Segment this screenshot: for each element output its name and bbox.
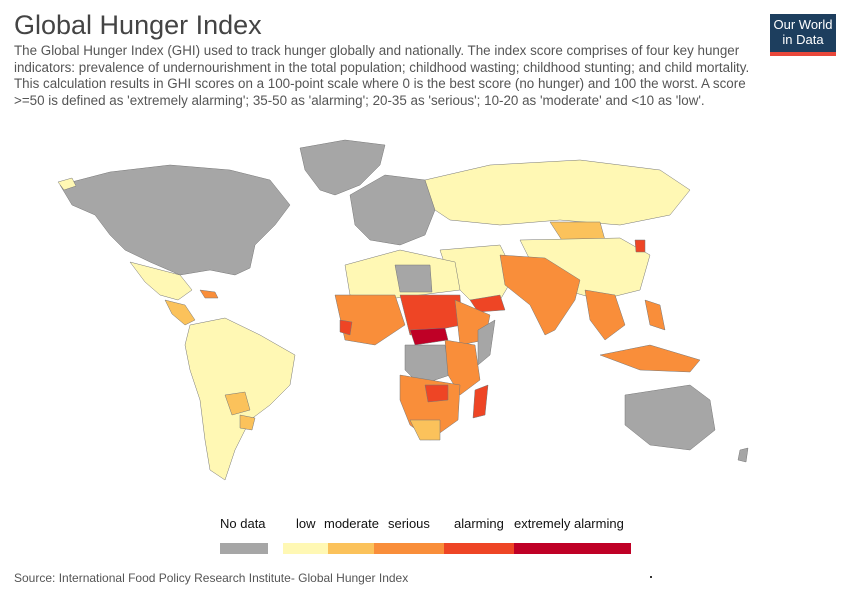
region-europe	[349, 174, 436, 246]
logo-accent-bar	[770, 52, 836, 56]
legend-label-no-data: No data	[220, 516, 266, 531]
logo-line-2: in Data	[782, 32, 824, 47]
legend-label-extremely-alarming: extremely alarming	[514, 516, 624, 531]
region-caribbean	[199, 289, 219, 299]
region-somalia	[477, 319, 496, 366]
region-greenland	[299, 139, 386, 196]
chart-title: Global Hunger Index	[14, 10, 262, 40]
region-philippines	[644, 299, 666, 331]
legend-label-low: low	[296, 516, 316, 531]
legend-label-alarming: alarming	[454, 516, 504, 531]
region-indonesia	[599, 344, 701, 373]
region-central-african-republic	[409, 327, 449, 346]
legend-swatch-moderate[interactable]	[328, 543, 374, 554]
region-alaska-west	[57, 177, 77, 191]
region-central-africa	[404, 344, 451, 386]
region-australia	[624, 384, 716, 451]
chart-subtitle: The Global Hunger Index (GHI) used to tr…	[14, 43, 750, 108]
region-south-africa	[409, 419, 441, 441]
legend-swatch-alarming[interactable]	[444, 543, 514, 554]
source-note: Source: International Food Policy Resear…	[14, 571, 409, 585]
region-north-america	[59, 164, 291, 276]
region-paraguay	[239, 414, 256, 431]
logo-line-1: Our World	[773, 17, 833, 32]
world-map	[57, 139, 749, 481]
region-zambia	[424, 384, 449, 403]
region-yemen	[469, 294, 506, 313]
legend-label-serious: serious	[388, 516, 430, 531]
region-south-asia	[499, 254, 581, 336]
region-bolivia	[224, 391, 251, 416]
region-madagascar	[472, 384, 489, 419]
region-sierra-leone	[339, 319, 353, 336]
owid-logo[interactable]: Our World in Data	[770, 14, 836, 56]
legend-swatch-low[interactable]	[283, 543, 328, 554]
stray-dot	[650, 576, 652, 578]
region-east-africa	[444, 339, 481, 396]
region-new-zealand	[737, 447, 749, 463]
legend-swatch-extremely-alarming[interactable]	[514, 543, 631, 554]
region-west-africa	[334, 294, 406, 346]
region-southeast-asia	[584, 289, 626, 341]
region-central-america	[164, 299, 196, 326]
region-russia	[424, 159, 691, 226]
region-north-korea	[634, 239, 646, 253]
region-mexico	[129, 261, 193, 301]
region-libya	[394, 264, 433, 293]
legend-label-moderate: moderate	[324, 516, 379, 531]
legend-swatch-no-data[interactable]	[220, 543, 268, 554]
legend-swatch-serious[interactable]	[374, 543, 444, 554]
